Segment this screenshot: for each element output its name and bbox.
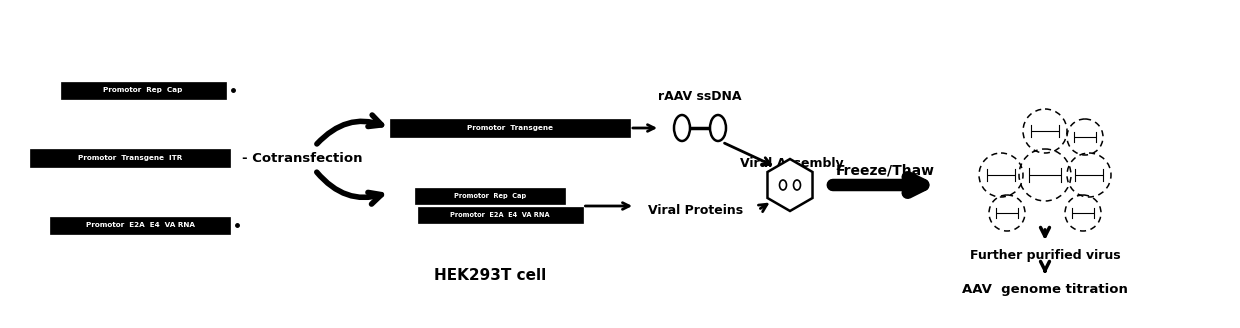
Text: Freeze/Thaw: Freeze/Thaw bbox=[836, 163, 935, 177]
Ellipse shape bbox=[675, 115, 689, 141]
Text: Promotor  Transgene  ITR: Promotor Transgene ITR bbox=[78, 155, 182, 161]
Text: Further purified virus: Further purified virus bbox=[970, 249, 1120, 261]
Bar bbox=[418, 207, 583, 223]
Bar bbox=[61, 81, 226, 98]
Text: Promotor  Rep  Cap: Promotor Rep Cap bbox=[454, 193, 526, 199]
Text: rAAV ssDNA: rAAV ssDNA bbox=[658, 90, 742, 102]
Text: Promotor  Transgene: Promotor Transgene bbox=[467, 125, 553, 131]
Polygon shape bbox=[768, 159, 812, 211]
Text: Promotor  Rep  Cap: Promotor Rep Cap bbox=[103, 87, 182, 93]
Text: Promotor  E2A  E4  VA RNA: Promotor E2A E4 VA RNA bbox=[450, 212, 549, 218]
Text: Promotor  E2A  E4  VA RNA: Promotor E2A E4 VA RNA bbox=[86, 222, 195, 228]
Text: HEK293T cell: HEK293T cell bbox=[434, 268, 546, 282]
Bar bbox=[391, 119, 630, 137]
Text: Viral Assembly: Viral Assembly bbox=[740, 156, 843, 170]
Text: - Cotransfection: - Cotransfection bbox=[242, 152, 362, 165]
Text: AAV  genome titration: AAV genome titration bbox=[962, 282, 1128, 296]
Bar bbox=[50, 216, 229, 234]
Bar bbox=[30, 149, 229, 167]
Ellipse shape bbox=[794, 180, 801, 190]
Text: Viral Proteins: Viral Proteins bbox=[649, 203, 743, 216]
Ellipse shape bbox=[780, 180, 786, 190]
Bar bbox=[415, 188, 565, 204]
Ellipse shape bbox=[711, 115, 725, 141]
